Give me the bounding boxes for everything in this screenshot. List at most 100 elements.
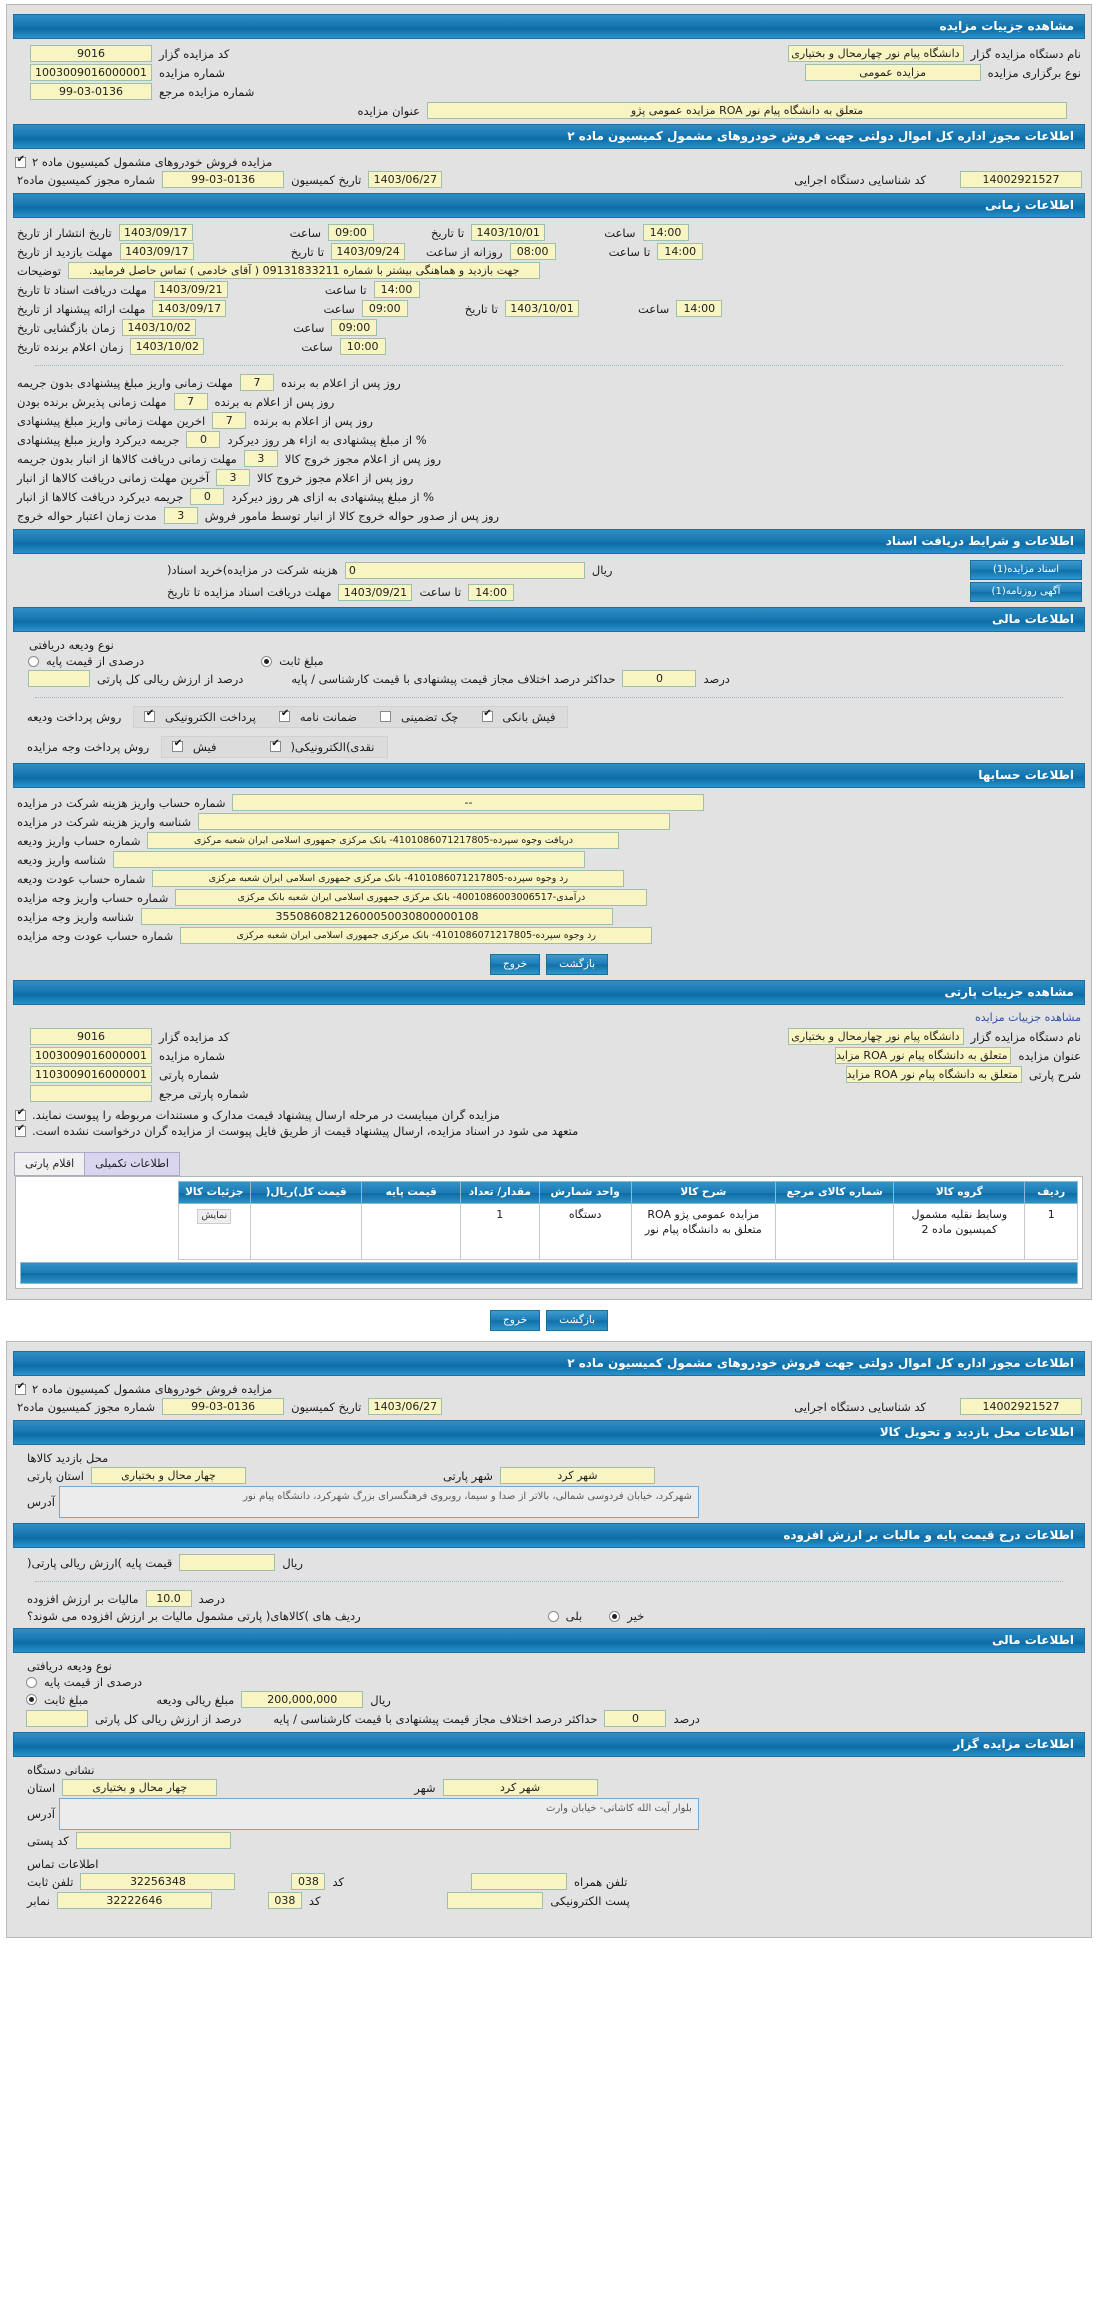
value-commission-date-2[interactable]: 1403/06/27: [368, 1398, 443, 1416]
value-max-diff-2[interactable]: 0: [604, 1710, 667, 1728]
value-executive-id-2[interactable]: 14002921527: [960, 1398, 1082, 1416]
value-fax-code[interactable]: 038: [267, 1892, 302, 1910]
value-doc-receipt-time[interactable]: 14:00: [373, 281, 420, 298]
rule-value[interactable]: 7: [239, 374, 274, 391]
value-party-ref[interactable]: [30, 1085, 152, 1102]
value-doc-deadline-date[interactable]: 1403/09/21: [338, 583, 413, 601]
value-tel[interactable]: 32256348: [80, 1873, 236, 1891]
value-publish-from-date[interactable]: 1403/09/17: [118, 224, 193, 241]
permit-checkbox-2[interactable]: [15, 1381, 26, 1395]
payment-method-checkbox-1[interactable]: [269, 738, 281, 752]
value-auctioneer-city[interactable]: شهر کرد: [442, 1779, 598, 1797]
deposit-method-checkbox-2[interactable]: [380, 711, 392, 722]
value-commission-date[interactable]: 1403/06/27: [368, 171, 443, 188]
value-executive-id[interactable]: 14002921527: [960, 171, 1082, 188]
value-publish-from-time[interactable]: 09:00: [327, 224, 374, 241]
item-details-link[interactable]: نمایش: [197, 1209, 232, 1224]
rule-value[interactable]: 0: [186, 431, 221, 448]
value-party-auction-number[interactable]: 1003009016000001: [30, 1047, 152, 1064]
value-visit-to-date[interactable]: 1403/09/24: [331, 243, 406, 260]
exit-button[interactable]: خروج: [490, 954, 541, 975]
value-mobile[interactable]: [470, 1873, 567, 1891]
rule-value[interactable]: 0: [190, 488, 225, 505]
value-publish-to-date[interactable]: 1403/10/01: [471, 224, 546, 241]
value-tel-code[interactable]: 038: [291, 1873, 326, 1891]
permit-checkbox[interactable]: [15, 154, 26, 168]
vat-yes-radio[interactable]: [547, 1610, 559, 1622]
vat-no-radio[interactable]: [609, 1610, 621, 1622]
rule-value[interactable]: 3: [243, 450, 278, 467]
value-bid-to-time[interactable]: 14:00: [676, 300, 723, 317]
value-max-diff[interactable]: 0: [622, 670, 697, 687]
back-button-2[interactable]: بازگشت: [546, 1310, 609, 1332]
value-bid-from-date[interactable]: 1403/09/17: [152, 300, 227, 317]
tab-supplementary-info[interactable]: اطلاعات تکمیلی: [84, 1152, 180, 1176]
value-vat[interactable]: 10.0: [145, 1590, 192, 1608]
party-note2-checkbox[interactable]: [15, 1123, 26, 1137]
value-visit-province[interactable]: چهار محال و بختیاری: [90, 1467, 246, 1485]
value-party-holder-code[interactable]: 9016: [30, 1028, 152, 1045]
account-value[interactable]: [198, 813, 671, 830]
rule-value[interactable]: 3: [163, 507, 198, 524]
auction-docs-button[interactable]: اسناد مزایده(1): [970, 560, 1082, 580]
account-value[interactable]: [113, 851, 586, 868]
value-auction-number[interactable]: 1003009016000001: [30, 64, 152, 81]
value-percent-total-2[interactable]: [26, 1710, 88, 1728]
value-bid-from-time[interactable]: 09:00: [361, 300, 408, 317]
value-doc-fee[interactable]: 0: [344, 561, 585, 579]
value-permit-number[interactable]: 99-03-0136: [162, 171, 285, 188]
deposit-method-checkbox-1[interactable]: [279, 708, 291, 722]
value-notes[interactable]: جهت بازدید و هماهنگی بیشتر با شماره 0913…: [68, 262, 541, 279]
value-visit-daily-from[interactable]: 08:00: [509, 243, 556, 260]
deposit-method-checkbox-0[interactable]: [144, 708, 156, 722]
value-holding-type[interactable]: مزایده عمومی: [804, 64, 981, 81]
exit-button-2[interactable]: خروج: [490, 1310, 541, 1332]
value-auctioneer-address[interactable]: بلوار آیت الله کاشانی- خیابان وارث: [58, 1798, 699, 1831]
value-holder-name[interactable]: دانشگاه پیام نور چهارمحال و بختیاری: [787, 45, 964, 62]
value-party-holder-name[interactable]: دانشگاه پیام نور چهارمحال و بختیاری: [787, 1028, 964, 1045]
party-note1-checkbox[interactable]: [15, 1107, 26, 1121]
value-party-number[interactable]: 1103009016000001: [30, 1066, 152, 1083]
value-bid-to-date[interactable]: 1403/10/01: [505, 300, 579, 317]
account-value[interactable]: 35508608212600050030800000108: [141, 908, 614, 925]
newspaper-ad-button[interactable]: آگهی روزنامه(1): [970, 582, 1082, 602]
value-deposit-amount[interactable]: 200,000,000: [241, 1691, 364, 1709]
value-percent-total[interactable]: [28, 670, 90, 687]
value-doc-receipt-date[interactable]: 1403/09/21: [153, 281, 228, 298]
value-party-desc[interactable]: متعلق به دانشگاه پیام نور ROA مزایده عمو…: [845, 1066, 1022, 1083]
rule-value[interactable]: 7: [173, 393, 208, 410]
value-ref-number[interactable]: 99-03-0136: [30, 83, 152, 100]
percent-of-base-radio-2[interactable]: [26, 1676, 37, 1688]
value-winner-time[interactable]: 10:00: [339, 338, 386, 355]
value-opening-date[interactable]: 1403/10/02: [122, 319, 197, 336]
value-party-auction-title[interactable]: متعلق به دانشگاه پیام نور ROA مزایده عمو…: [835, 1047, 1012, 1064]
value-base-price[interactable]: [179, 1554, 276, 1572]
value-visit-daily-to[interactable]: 14:00: [657, 243, 704, 260]
value-publish-to-time[interactable]: 14:00: [642, 224, 689, 241]
value-holder-code[interactable]: 9016: [30, 45, 152, 62]
payment-method-checkbox-0[interactable]: [172, 738, 184, 752]
value-doc-deadline-time[interactable]: 14:00: [468, 583, 515, 601]
value-opening-time[interactable]: 09:00: [331, 319, 378, 336]
tab-party-items[interactable]: اقلام پارتی: [14, 1152, 86, 1176]
rule-value[interactable]: 3: [216, 469, 251, 486]
account-value[interactable]: رد وجوه سپرده-4101086071217805- بانک مرک…: [152, 870, 625, 887]
back-button[interactable]: بازگشت: [546, 954, 609, 975]
value-fax[interactable]: 32222646: [56, 1892, 212, 1910]
value-postal-code[interactable]: [75, 1832, 231, 1850]
value-email[interactable]: [447, 1892, 544, 1910]
account-value[interactable]: رد وجوه سپرده-4101086071217805- بانک مرک…: [180, 927, 653, 944]
deposit-method-checkbox-3[interactable]: [481, 708, 493, 722]
fixed-amount-radio-2[interactable]: [26, 1694, 37, 1706]
percent-of-base-radio[interactable]: [28, 655, 39, 667]
value-auctioneer-province[interactable]: چهار محال و بختیاری: [62, 1779, 218, 1797]
account-value[interactable]: درآمدی-4001086003006517- بانک مرکزی جمهو…: [175, 889, 648, 906]
account-value[interactable]: --: [232, 794, 705, 811]
value-permit-number-2[interactable]: 99-03-0136: [162, 1398, 285, 1416]
value-visit-address[interactable]: شهرکرد، خیابان فردوسی شمالی، بالاتر از ص…: [58, 1486, 699, 1519]
value-visit-city[interactable]: شهر کرد: [499, 1467, 655, 1485]
fixed-amount-radio[interactable]: [261, 655, 273, 667]
rule-value[interactable]: 7: [212, 412, 247, 429]
account-value[interactable]: دریافت وجوه سپرده-4101086071217805- بانک…: [147, 832, 620, 849]
value-winner-date[interactable]: 1403/10/02: [130, 338, 205, 355]
